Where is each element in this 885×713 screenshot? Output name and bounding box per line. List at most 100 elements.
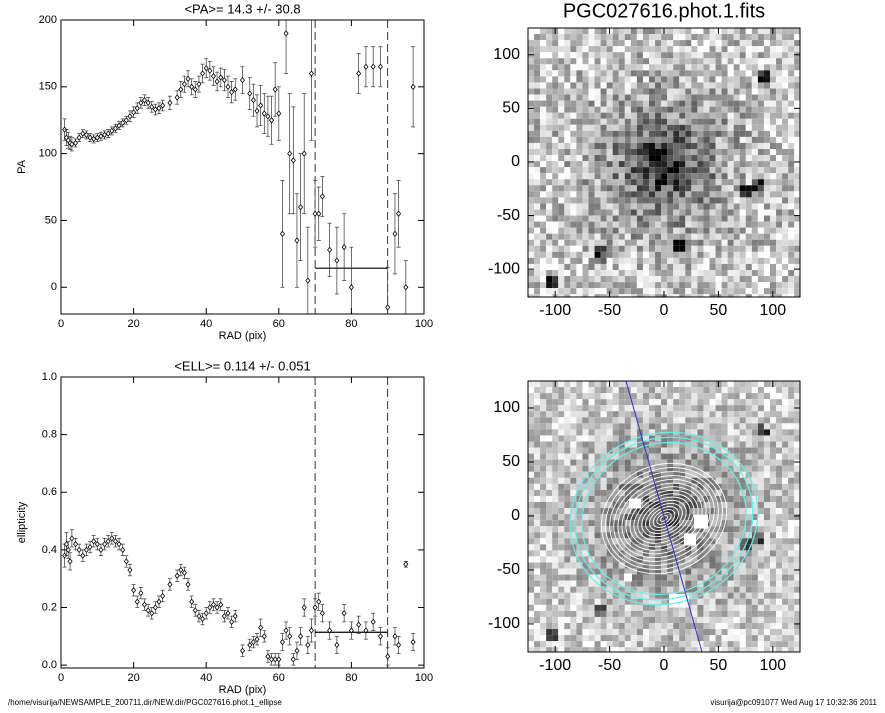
image-pixel [721, 185, 728, 192]
image-pixel [588, 616, 595, 623]
image-pixel [794, 623, 800, 630]
image-pixel [594, 58, 601, 65]
image-pixel [582, 82, 589, 89]
image-pixel [624, 64, 631, 71]
image-pixel [794, 393, 800, 400]
image-pixel [618, 288, 625, 295]
image-pixel [727, 142, 734, 149]
image-pixel [757, 556, 764, 563]
image-pixel [540, 76, 547, 83]
image-pixel [600, 635, 607, 642]
image-pixel [642, 46, 649, 53]
image-pixel [727, 149, 734, 156]
image-pixel [745, 411, 752, 418]
image-pixel [727, 88, 734, 95]
image-pixel [546, 239, 553, 246]
image-pixel [528, 58, 535, 65]
image-pixel [661, 453, 668, 460]
image-pixel [588, 227, 595, 234]
image-pixel [540, 586, 547, 593]
image-pixel [715, 502, 722, 509]
image-pixel [709, 82, 716, 89]
image-pixel [552, 635, 559, 642]
image-pixel [552, 251, 559, 258]
image-pixel [528, 294, 535, 297]
image-pixel [776, 453, 783, 460]
image-pixel [540, 251, 547, 258]
image-pixel [685, 635, 692, 642]
image-pixel [691, 393, 698, 400]
image-pixel [649, 294, 656, 297]
image-pixel [576, 435, 583, 442]
image-pixel [794, 586, 800, 593]
image-pixel [697, 399, 704, 406]
image-pixel [679, 191, 686, 198]
image-pixel [624, 282, 631, 289]
image-pixel [745, 155, 752, 162]
image-pixel [661, 459, 668, 466]
image-pixel [727, 586, 734, 593]
image-pixel [691, 635, 698, 642]
image-pixel [540, 532, 547, 539]
data-point [305, 277, 311, 284]
image-pixel [624, 483, 631, 490]
image-pixel [606, 544, 613, 551]
image-pixel [703, 227, 710, 234]
image-pixel [757, 197, 764, 204]
image-pixel [745, 544, 752, 551]
image-pixel [576, 203, 583, 210]
image-pixel [594, 179, 601, 186]
image-pixel [655, 288, 662, 295]
image-pixel [624, 477, 631, 484]
image-pixel [606, 532, 613, 539]
image-pixel [642, 124, 649, 131]
image-pixel [649, 233, 656, 240]
data-point [160, 102, 166, 109]
image-pixel [636, 179, 643, 186]
image-pixel [570, 155, 577, 162]
image-pixel [594, 46, 601, 53]
image-pixel [770, 221, 777, 228]
image-pixel [697, 411, 704, 418]
image-pixel [570, 233, 577, 240]
image-pixel [685, 203, 692, 210]
image-pixel [733, 495, 740, 502]
image-pixel [709, 149, 716, 156]
image-pixel [655, 124, 662, 131]
image-pixel [757, 136, 764, 143]
image-pixel [630, 453, 637, 460]
image-pixel [630, 28, 637, 35]
image-pixel [636, 393, 643, 400]
image-pixel [649, 245, 656, 252]
image-pixel [715, 209, 722, 216]
image-pixel [582, 124, 589, 131]
image-pixel [776, 532, 783, 539]
image-pixel [782, 34, 789, 41]
image-pixel [564, 459, 571, 466]
image-pixel [679, 399, 686, 406]
image-pixel [534, 270, 541, 277]
image-pixel [546, 514, 553, 521]
image-pixel [697, 40, 704, 47]
image-pixel [667, 64, 674, 71]
image-pixel [667, 167, 674, 174]
image-pixel [788, 495, 795, 502]
image-pixel [570, 82, 577, 89]
image-pixel [709, 142, 716, 149]
image-pixel [612, 270, 619, 277]
image-pixel [685, 136, 692, 143]
image-pixel [751, 586, 758, 593]
image-pixel [612, 562, 619, 569]
image-pixel [721, 586, 728, 593]
image-pixel [661, 508, 668, 515]
image-pixel [582, 94, 589, 101]
image-pixel [721, 532, 728, 539]
image-pixel [715, 514, 722, 521]
image-pixel [600, 82, 607, 89]
image-pixel [685, 215, 692, 222]
image-pixel [776, 429, 783, 436]
data-point [265, 113, 271, 120]
image-pixel [528, 112, 535, 119]
data-point [301, 604, 307, 611]
image-pixel [782, 209, 789, 216]
